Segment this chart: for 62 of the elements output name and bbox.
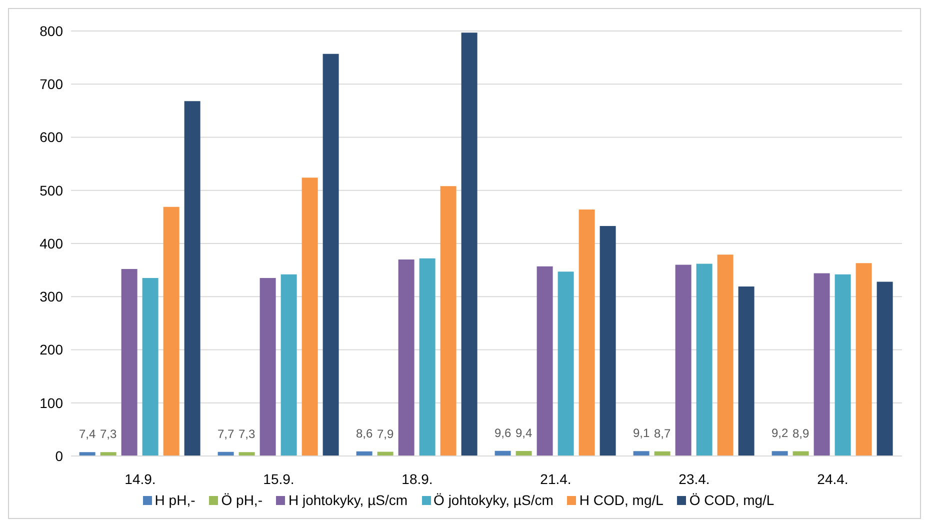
data-label: 7,3 <box>238 427 256 442</box>
y-tick-label: 500 <box>40 182 64 198</box>
bar <box>238 452 255 456</box>
legend-label: H pH,- <box>154 492 196 508</box>
bar <box>163 206 180 456</box>
bar <box>738 286 754 456</box>
y-tick-label: 400 <box>40 235 64 252</box>
bar <box>142 278 158 456</box>
bar <box>675 264 692 456</box>
legend-label: H johtokyky, µS/cm <box>287 492 408 508</box>
bar <box>302 178 318 456</box>
bar <box>696 264 712 456</box>
bar <box>419 258 436 456</box>
bar <box>100 452 116 456</box>
y-tick-label: 200 <box>40 342 64 358</box>
x-tick-label: 15.9. <box>263 470 294 487</box>
data-label: 7,4 <box>78 427 96 442</box>
bar <box>260 278 276 456</box>
legend-label: Ö pH,- <box>220 492 262 508</box>
bar <box>600 226 616 456</box>
data-label: 9,2 <box>771 426 788 440</box>
bar <box>280 274 297 456</box>
bar <box>814 273 830 456</box>
bar <box>633 451 650 456</box>
x-tick-label: 21.4. <box>540 470 572 487</box>
data-label: 7,7 <box>217 426 234 441</box>
y-tick-label: 800 <box>40 22 64 39</box>
data-label: 9,1 <box>632 426 650 440</box>
bar <box>398 259 414 456</box>
bar <box>876 282 893 456</box>
data-label: 7,9 <box>376 426 394 441</box>
x-tick-label: 14.9. <box>124 470 156 487</box>
data-label: 9,4 <box>515 426 532 440</box>
data-label: 7,3 <box>100 427 117 442</box>
bar <box>578 210 595 456</box>
bar <box>322 54 339 456</box>
x-tick-label: 18.9. <box>402 470 433 487</box>
data-label: 8,9 <box>792 426 810 440</box>
bar <box>184 101 200 456</box>
y-tick-label: 600 <box>40 129 64 146</box>
bar <box>772 451 788 456</box>
bar <box>558 272 574 456</box>
x-tick-label: 24.4. <box>817 470 848 487</box>
x-tick-label: 23.4. <box>678 470 710 487</box>
y-tick-label: 0 <box>55 448 64 464</box>
y-tick-label: 700 <box>40 76 64 92</box>
y-tick-label: 300 <box>40 288 64 305</box>
data-label: 8,7 <box>654 426 671 440</box>
bar <box>516 451 532 456</box>
legend-label: Ö COD, mg/L <box>688 492 774 508</box>
bar <box>834 274 851 456</box>
bar <box>856 263 872 456</box>
data-label: 8,6 <box>356 426 373 440</box>
bar <box>461 32 478 456</box>
legend-label: H COD, mg/L <box>578 492 664 508</box>
data-label: 9,6 <box>494 426 512 440</box>
bar <box>536 266 553 456</box>
bar <box>121 269 138 456</box>
y-tick-label: 100 <box>40 394 64 411</box>
bar <box>717 254 734 456</box>
legend-label: Ö johtokyky, µS/cm <box>432 492 554 508</box>
bar <box>440 186 456 456</box>
